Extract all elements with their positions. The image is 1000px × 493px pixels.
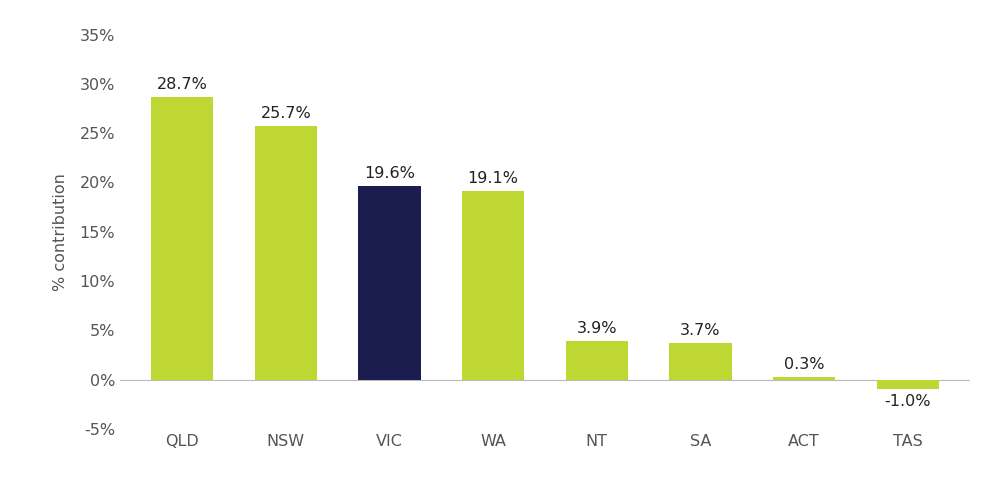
Text: 28.7%: 28.7% — [157, 77, 208, 92]
Bar — [462, 191, 524, 380]
Text: 19.1%: 19.1% — [468, 172, 519, 186]
Y-axis label: % contribution: % contribution — [53, 173, 68, 291]
Bar — [151, 97, 213, 380]
Text: 3.7%: 3.7% — [680, 323, 721, 338]
Bar — [669, 343, 732, 380]
Text: 3.9%: 3.9% — [577, 321, 617, 336]
Bar — [877, 380, 939, 389]
Bar — [358, 186, 421, 380]
Text: 19.6%: 19.6% — [364, 167, 415, 181]
Bar — [566, 341, 628, 380]
Bar — [773, 377, 835, 380]
Text: -1.0%: -1.0% — [885, 394, 931, 409]
Bar — [255, 126, 317, 380]
Text: 0.3%: 0.3% — [784, 357, 824, 372]
Text: 25.7%: 25.7% — [260, 106, 311, 121]
